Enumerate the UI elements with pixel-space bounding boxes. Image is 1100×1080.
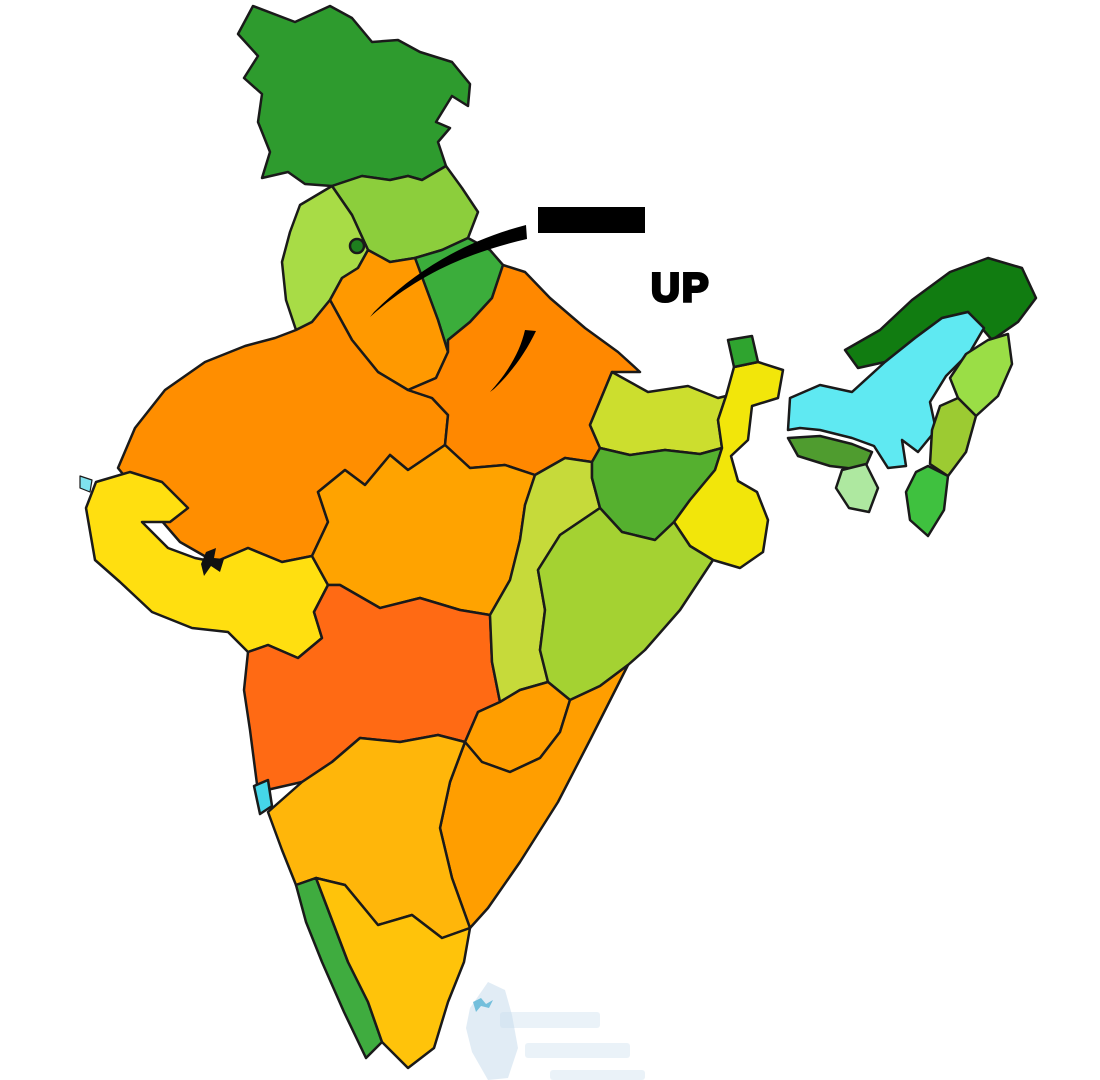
ghost-compass-mark: [473, 998, 493, 1012]
state-tamil-nadu: [314, 876, 472, 1070]
state-chandigarh: [348, 237, 366, 255]
state-nagaland: [948, 332, 1014, 418]
state-jammu-kashmir: [236, 4, 472, 188]
state-tripura: [834, 462, 880, 514]
state-meghalaya: [786, 434, 874, 472]
state-sikkim: [726, 334, 760, 369]
redacted-label-bar: [538, 207, 645, 233]
arrow-to-uttar-pradesh: [490, 330, 536, 392]
state-west-bengal: [672, 360, 785, 570]
state-manipur: [928, 396, 978, 478]
state-mizoram: [904, 464, 950, 538]
ghost-band: [500, 1012, 600, 1028]
state-goa: [252, 778, 274, 816]
ghost-island-body: [466, 982, 518, 1080]
daman-mark: [201, 548, 224, 576]
up-label: UP: [651, 266, 711, 310]
coast-sliver: [79, 475, 93, 493]
ghost-band: [550, 1070, 645, 1080]
ghost-island: [466, 982, 645, 1080]
ghost-band: [525, 1043, 630, 1058]
state-bihar: [588, 370, 728, 457]
arrow-to-uttarakhand: [370, 225, 527, 317]
